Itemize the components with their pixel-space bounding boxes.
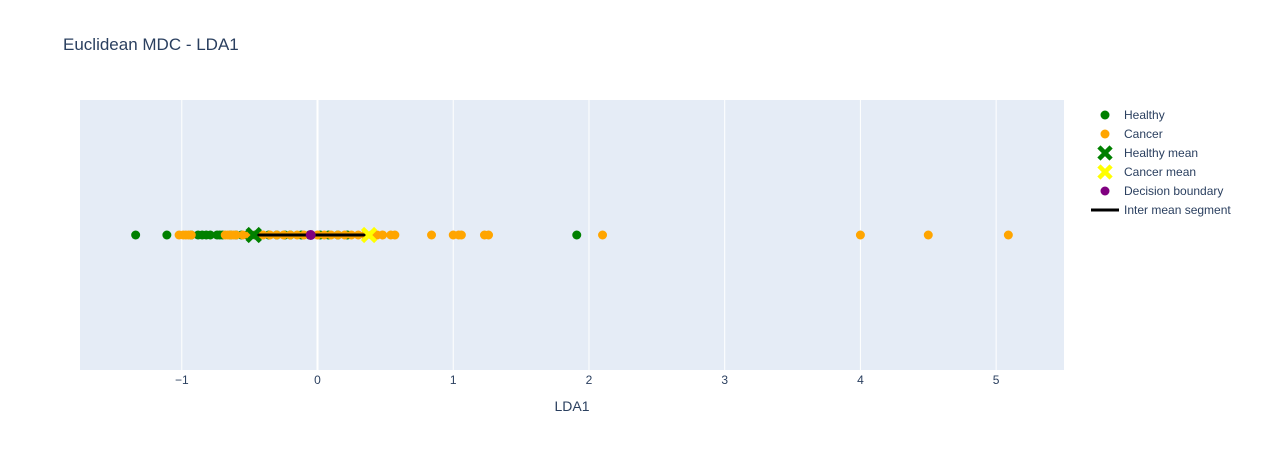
legend-label: Decision boundary <box>1124 184 1223 198</box>
legend-item[interactable]: Healthy mean <box>1097 145 1199 161</box>
healthy-point <box>162 230 172 240</box>
healthy-point <box>205 230 215 240</box>
x-tick-labels: −1 0 1 2 3 4 5 <box>175 373 1000 387</box>
cancer-point <box>231 230 241 240</box>
chart-title: Euclidean MDC - LDA1 <box>63 35 239 54</box>
legend-item[interactable]: Cancer <box>1100 127 1163 141</box>
healthy-point <box>131 230 141 240</box>
cancer-point <box>923 230 933 240</box>
x-tick-label: 4 <box>857 373 864 387</box>
cancer-point <box>186 230 196 240</box>
legend-swatch <box>1100 129 1110 139</box>
cancer-point <box>598 230 608 240</box>
legend-swatch <box>1100 186 1110 196</box>
legend-item[interactable]: Healthy <box>1100 108 1165 122</box>
points-layer <box>131 226 1013 244</box>
x-tick-label: 1 <box>450 373 457 387</box>
legend-swatch <box>1097 145 1113 161</box>
legend-item[interactable]: Inter mean segment <box>1091 203 1231 217</box>
healthy-point <box>572 230 582 240</box>
cancer-point <box>855 230 865 240</box>
cancer-point <box>1003 230 1013 240</box>
legend-label: Healthy mean <box>1124 146 1198 160</box>
legend[interactable]: Healthy Cancer Healthy mean Cancer mean Deci… <box>1091 108 1231 217</box>
legend-label: Cancer <box>1124 127 1163 141</box>
legend-label: Healthy <box>1124 108 1165 122</box>
legend-item[interactable]: Cancer mean <box>1097 164 1197 180</box>
cancer-point <box>378 230 388 240</box>
x-tick-label: 0 <box>314 373 321 387</box>
x-tick-label: 5 <box>993 373 1000 387</box>
healthy-mean-marker <box>245 226 262 244</box>
legend-label: Inter mean segment <box>1124 203 1231 217</box>
x-tick-label: −1 <box>175 373 189 387</box>
cancer-mean-marker <box>360 226 378 244</box>
legend-swatch <box>1100 110 1110 120</box>
x-axis-title: LDA1 <box>554 398 589 414</box>
legend-swatch <box>1097 164 1113 180</box>
cancer-point <box>427 230 437 240</box>
cancer-point <box>456 230 466 240</box>
decision-boundary-point <box>305 230 316 240</box>
legend-item[interactable]: Decision boundary <box>1100 184 1224 198</box>
cancer-point <box>238 230 248 240</box>
legend-label: Cancer mean <box>1124 165 1196 179</box>
x-tick-label: 3 <box>721 373 728 387</box>
cancer-point <box>484 230 494 240</box>
x-tick-label: 2 <box>586 373 593 387</box>
cancer-point <box>390 230 400 240</box>
